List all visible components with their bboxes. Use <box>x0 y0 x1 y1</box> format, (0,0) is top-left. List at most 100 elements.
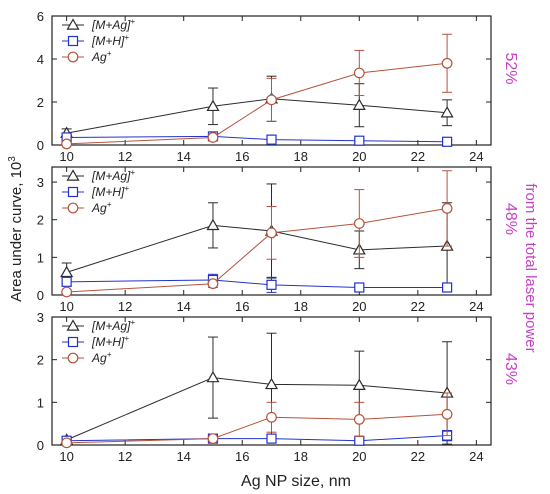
legend-marker <box>66 18 80 30</box>
x-tick-label: 16 <box>235 299 249 314</box>
data-point <box>60 265 74 278</box>
data-point <box>352 98 366 110</box>
x-tick-label: 12 <box>118 299 132 314</box>
series-line <box>66 279 448 288</box>
data-point <box>266 279 277 290</box>
x-tick-label: 16 <box>235 149 249 164</box>
plot-frame <box>51 15 492 146</box>
x-tick-label: 14 <box>176 299 190 314</box>
legend-label: [M+H]+ <box>91 184 129 199</box>
data-point <box>354 435 365 446</box>
x-tick-label: 18 <box>294 149 308 164</box>
x-tick-label: 18 <box>294 449 308 464</box>
data-point <box>442 136 453 147</box>
legend-marker <box>67 352 79 364</box>
data-point <box>266 411 277 423</box>
panel-percent-label: 52% <box>502 52 519 84</box>
y-tick-label: 3 <box>37 310 44 325</box>
legend-label: [M+H]+ <box>91 33 129 48</box>
series-line <box>66 207 448 293</box>
series-circle <box>61 33 453 150</box>
y-tick-label: 2 <box>37 213 44 228</box>
legend-marker <box>67 202 79 214</box>
y-tick-label: 6 <box>37 9 44 24</box>
x-axis-label: Ag NP size, nm <box>241 473 351 490</box>
series-line <box>66 435 448 442</box>
legend-label: [M+Ag]+ <box>91 168 135 183</box>
data-point <box>353 218 365 229</box>
legend-label: [M+Ag]+ <box>91 17 135 32</box>
y-tick-label: 2 <box>37 95 44 110</box>
data-point <box>206 370 220 383</box>
legend: [M+Ag]+[M+H]+Ag+ <box>62 17 135 64</box>
y-tick-label: 3 <box>37 175 44 190</box>
legend-marker <box>67 51 79 63</box>
series-line <box>66 224 448 273</box>
legend-marker <box>67 35 79 47</box>
data-point <box>61 437 73 449</box>
x-tick-label: 12 <box>118 149 132 164</box>
data-point <box>352 378 366 390</box>
x-tick-label: 24 <box>469 449 483 464</box>
series-triangle <box>60 332 454 445</box>
x-tick-label: 24 <box>469 299 483 314</box>
x-tick-label: 10 <box>59 449 73 464</box>
x-tick-label: 18 <box>294 299 308 314</box>
x-tick-label: 16 <box>235 449 249 464</box>
series-circle <box>61 392 453 449</box>
data-point <box>441 203 453 214</box>
y-tick-label: 0 <box>37 138 44 153</box>
x-tick-label: 10 <box>59 149 73 164</box>
legend-marker <box>67 186 79 198</box>
legend: [M+Ag]+[M+H]+Ag+ <box>62 168 135 215</box>
x-tick-label: 10 <box>59 299 73 314</box>
legend-marker <box>66 319 80 331</box>
series-triangle <box>60 75 454 138</box>
data-point <box>207 132 219 143</box>
data-point <box>266 94 277 106</box>
panel-percent-label: 43% <box>502 353 519 385</box>
data-point <box>354 135 365 146</box>
data-point <box>206 99 220 112</box>
data-point <box>441 57 453 69</box>
legend-label: Ag+ <box>91 200 112 215</box>
y-tick-label: 2 <box>37 353 44 368</box>
legend-label: Ag+ <box>91 49 112 64</box>
panel-percent-label: 48% <box>502 203 519 235</box>
data-point <box>442 282 453 293</box>
y-axis-label: Area under curve, 103 <box>7 156 25 302</box>
x-tick-label: 22 <box>411 299 425 314</box>
x-tick-label: 12 <box>118 449 132 464</box>
data-point <box>266 134 277 145</box>
series-square <box>61 131 453 147</box>
series-line <box>66 377 448 441</box>
plot-frame <box>51 316 492 446</box>
series-circle <box>61 170 453 298</box>
x-tick-label: 22 <box>411 449 425 464</box>
x-tick-label: 14 <box>176 449 190 464</box>
data-point <box>353 67 365 79</box>
x-tick-label: 14 <box>176 149 190 164</box>
legend-marker <box>67 336 79 348</box>
legend-label: Ag+ <box>91 350 112 365</box>
data-point <box>264 377 279 390</box>
data-point <box>353 414 365 425</box>
data-point <box>441 408 453 420</box>
legend-marker <box>66 169 80 181</box>
legend-label: [M+Ag]+ <box>91 318 135 333</box>
series-square <box>61 429 453 446</box>
data-point <box>354 282 365 293</box>
data-point <box>61 286 73 298</box>
data-point <box>266 433 277 444</box>
x-tick-label: 22 <box>411 149 425 164</box>
y-tick-label: 4 <box>37 52 44 67</box>
data-point <box>440 106 454 118</box>
series-triangle <box>60 183 454 290</box>
legend: [M+Ag]+[M+H]+Ag+ <box>62 318 135 365</box>
plot-frame <box>51 166 492 296</box>
x-tick-label: 20 <box>352 449 366 464</box>
series-line <box>66 62 448 145</box>
